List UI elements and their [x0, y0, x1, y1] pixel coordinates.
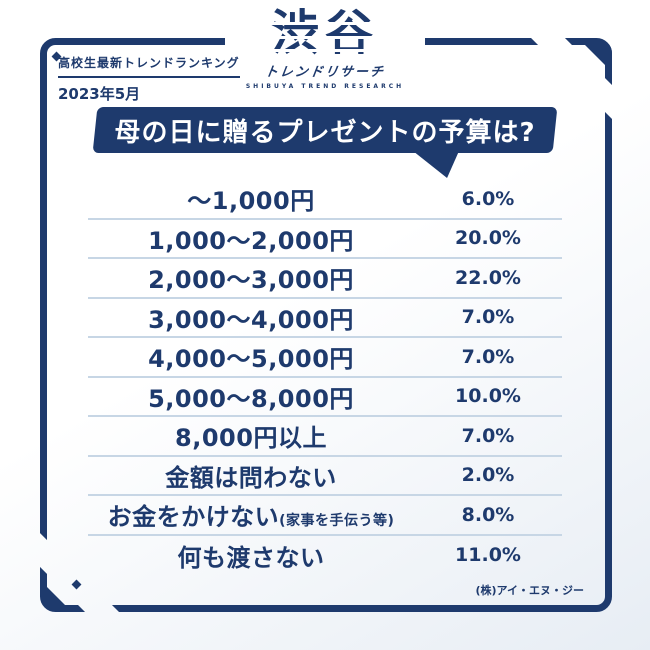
row-percent: 7.0%: [461, 345, 515, 368]
budget-table: 〜1,000円 6.0% 1,000〜2,000円 20.0% 2,000〜3,000円…: [88, 180, 562, 575]
row-label: 3,000〜4,000円: [148, 305, 354, 334]
logo-stripe: [266, 22, 383, 25]
row-percent: 2.0%: [461, 464, 515, 487]
table-row: 4,000〜5,000円 7.0%: [88, 338, 562, 378]
row-label: 1,000〜2,000円: [148, 226, 354, 255]
header-meta: 高校生最新トレンドランキング 2023年5月: [58, 52, 240, 104]
row-label: 8,000円以上: [175, 424, 327, 453]
company-credit: (株)アイ・エヌ・ジー: [475, 584, 584, 597]
row-label: 2,000〜3,000円: [148, 266, 354, 295]
row-percent: 7.0%: [461, 306, 515, 329]
row-percent: 8.0%: [461, 503, 515, 526]
logo-subtitle-en: SHIBUYA TREND RESEARCH: [245, 83, 405, 91]
row-percent: 22.0%: [455, 266, 521, 289]
table-row: 2,000〜3,000円 22.0%: [88, 259, 562, 299]
table-row: 3,000〜4,000円 7.0%: [88, 299, 562, 338]
table-row: 何も渡さない 11.0%: [88, 536, 562, 576]
ranking-tagline: 高校生最新トレンドランキング: [58, 54, 240, 78]
table-row: 金額は問わない 2.0%: [88, 457, 562, 496]
row-percent: 10.0%: [455, 385, 521, 408]
row-percent: 7.0%: [461, 424, 515, 447]
logo-stripe: [266, 49, 383, 52]
logo-stripe: [266, 36, 383, 39]
row-label: 5,000〜8,000円: [148, 384, 354, 413]
logo: 渋谷 トレンドリサーチ SHIBUYA TREND RESEARCH: [205, 5, 445, 91]
row-label: お金をかけない(家事を手伝う等): [107, 503, 395, 532]
corner-triangle-bottom-left: [43, 583, 69, 609]
title-banner: 母の日に贈るプレゼントの予算は?: [92, 107, 558, 178]
row-label: 金額は問わない: [165, 463, 337, 492]
page-title: 母の日に贈るプレゼントの予算は?: [114, 117, 536, 148]
corner-triangle-top-right: [581, 41, 612, 72]
row-label: 何も渡さない: [177, 543, 325, 572]
dot-top-left: [51, 51, 62, 62]
row-label: 4,000〜5,000円: [148, 345, 354, 374]
row-percent: 20.0%: [455, 227, 521, 250]
survey-date: 2023年5月: [58, 85, 141, 103]
table-row: お金をかけない(家事を手伝う等) 8.0%: [88, 496, 562, 536]
row-label: 〜1,000円: [187, 187, 315, 216]
row-percent: 6.0%: [461, 187, 515, 210]
dot-bottom-left: [71, 579, 82, 590]
row-percent: 11.0%: [455, 544, 521, 567]
table-row: 〜1,000円 6.0%: [88, 180, 562, 220]
table-row: 8,000円以上 7.0%: [88, 417, 562, 457]
row-label-note: (家事を手伝う等): [279, 513, 395, 530]
logo-shibuya-wordmark: 渋谷: [266, 5, 383, 61]
logo-main-text: 渋谷: [270, 5, 379, 61]
logo-subtitle: トレンドリサーチ: [263, 65, 386, 81]
table-row: 1,000〜2,000円 20.0%: [88, 220, 562, 259]
table-row: 5,000〜8,000円 10.0%: [88, 378, 562, 417]
